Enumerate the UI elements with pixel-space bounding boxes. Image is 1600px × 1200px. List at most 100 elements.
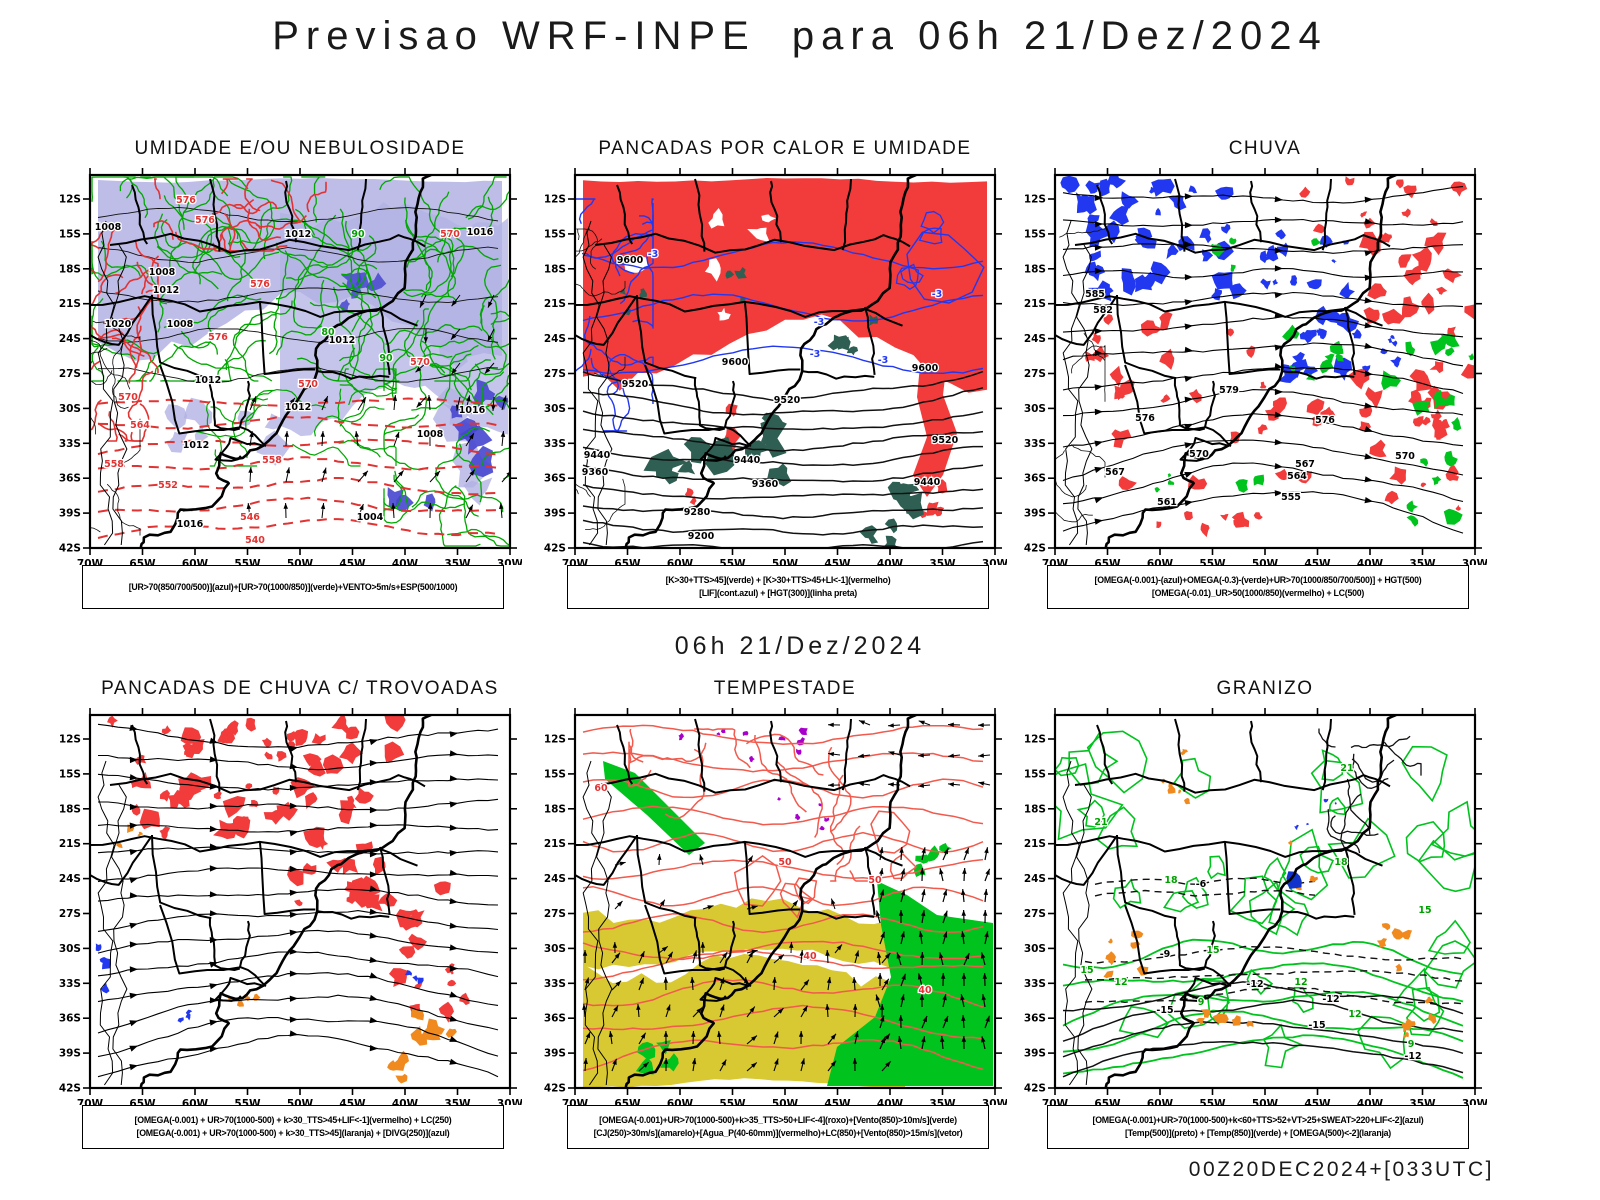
svg-text:40W: 40W	[1357, 558, 1384, 565]
svg-text:-12: -12	[1404, 1051, 1421, 1062]
svg-text:36S: 36S	[59, 1013, 81, 1025]
svg-text:65W: 65W	[614, 1098, 641, 1105]
svg-text:50W: 50W	[1252, 558, 1279, 565]
svg-text:564: 564	[130, 420, 150, 431]
svg-text:50W: 50W	[1252, 1098, 1279, 1105]
svg-text:15S: 15S	[59, 228, 81, 240]
svg-text:18: 18	[1334, 857, 1348, 868]
svg-text:21S: 21S	[544, 298, 566, 310]
panel-title-umidade: UMIDADE E/OU NEBULOSIDADE	[134, 138, 466, 159]
svg-text:1012: 1012	[329, 335, 355, 346]
svg-text:15S: 15S	[59, 768, 81, 780]
svg-text:21S: 21S	[1024, 298, 1046, 310]
svg-text:39S: 39S	[59, 508, 81, 520]
svg-text:-12: -12	[1322, 994, 1339, 1005]
svg-text:12S: 12S	[544, 734, 566, 746]
svg-text:21S: 21S	[59, 298, 81, 310]
svg-text:18S: 18S	[59, 263, 81, 275]
panel-title-pancadas-calor: PANCADAS POR CALOR E UMIDADE	[598, 138, 972, 159]
legend-line: [OMEGA(-0.001) + UR>70(1000-500) + k>30_…	[136, 1128, 450, 1138]
valid-time-label: 06h 21/Dez/2024	[674, 632, 926, 660]
svg-text:576: 576	[250, 279, 270, 290]
svg-text:18S: 18S	[1024, 803, 1046, 815]
svg-text:55W: 55W	[719, 1098, 746, 1105]
svg-text:45W: 45W	[339, 1098, 366, 1105]
svg-text:30W: 30W	[1462, 1098, 1487, 1105]
svg-text:12S: 12S	[1024, 194, 1046, 206]
legend-line: [Temp(500)](preto) + [Temp(850)](verde) …	[1125, 1128, 1391, 1138]
svg-text:1016: 1016	[467, 227, 494, 238]
svg-text:9360: 9360	[752, 479, 779, 490]
svg-text:42S: 42S	[544, 543, 566, 555]
svg-text:45W: 45W	[1304, 558, 1331, 565]
legend-umidade: [UR>70(850/700/500)](azul)+[UR>70(1000/8…	[82, 565, 504, 609]
svg-text:567: 567	[1295, 459, 1315, 470]
svg-text:40W: 40W	[392, 558, 419, 565]
legend-line: [OMEGA(-0.001) + UR>70(1000-500) + k>30_…	[134, 1115, 452, 1125]
map-pancadas-calor: 12S 15S 18S 21S 24S 27S 30S 33S 36S 39S 42S 70W 65W 6…	[544, 168, 1007, 565]
svg-text:30S: 30S	[59, 943, 81, 955]
svg-text:576: 576	[1135, 413, 1155, 424]
svg-text:558: 558	[262, 455, 282, 466]
legend-granizo: [OMEGA(-0.001)+UR>70(1000-500)+k<60+TTS>…	[1047, 1105, 1469, 1149]
svg-text:-9: -9	[1160, 949, 1171, 960]
svg-text:21S: 21S	[544, 838, 566, 850]
legend-chuva: [OMEGA(-0.001)-(azul)+OMEGA(-0.3)-(verde…	[1047, 565, 1469, 609]
svg-text:1012: 1012	[195, 375, 221, 386]
svg-text:36S: 36S	[1024, 1013, 1046, 1025]
svg-text:1016: 1016	[177, 519, 204, 530]
svg-text:12S: 12S	[544, 194, 566, 206]
svg-text:552: 552	[158, 480, 178, 491]
svg-text:55W: 55W	[234, 558, 261, 565]
svg-text:1008: 1008	[417, 429, 444, 440]
svg-text:33S: 33S	[1024, 438, 1046, 450]
svg-text:27S: 27S	[1024, 908, 1046, 920]
svg-text:55W: 55W	[1199, 558, 1226, 565]
svg-text:9600: 9600	[617, 255, 644, 266]
svg-text:50W: 50W	[772, 1098, 799, 1105]
svg-text:1012: 1012	[183, 440, 209, 451]
svg-text:9520: 9520	[932, 435, 959, 446]
legend-trovoadas: [OMEGA(-0.001) + UR>70(1000-500) + k>30_…	[82, 1105, 504, 1149]
svg-text:570: 570	[410, 357, 430, 368]
svg-text:27S: 27S	[59, 368, 81, 380]
svg-text:555: 555	[1281, 492, 1301, 503]
svg-text:1008: 1008	[167, 319, 194, 330]
svg-text:70W: 70W	[562, 558, 589, 565]
svg-text:30S: 30S	[1024, 943, 1046, 955]
svg-text:570: 570	[440, 229, 460, 240]
svg-text:27S: 27S	[1024, 368, 1046, 380]
legend-line: [OMEGA(-0.001)-(azul)+OMEGA(-0.3)-(verde…	[1094, 575, 1422, 585]
svg-text:60W: 60W	[182, 558, 209, 565]
svg-text:15S: 15S	[544, 768, 566, 780]
svg-text:18S: 18S	[59, 803, 81, 815]
svg-text:-12: -12	[1246, 979, 1263, 990]
svg-text:65W: 65W	[1094, 1098, 1121, 1105]
map-trovoadas: 12S 15S 18S 21S 24S 27S 30S 33S 36S 39S 42S 70W 65W 6…	[59, 708, 522, 1105]
svg-text:65W: 65W	[129, 1098, 156, 1105]
svg-text:24S: 24S	[544, 333, 566, 345]
svg-text:30S: 30S	[544, 943, 566, 955]
svg-text:-15: -15	[1156, 1005, 1173, 1016]
svg-text:33S: 33S	[59, 438, 81, 450]
svg-text:15: 15	[1206, 945, 1219, 956]
svg-text:21S: 21S	[59, 838, 81, 850]
svg-text:35W: 35W	[929, 558, 956, 565]
svg-text:70W: 70W	[1042, 558, 1069, 565]
svg-text:65W: 65W	[1094, 558, 1121, 565]
svg-text:9440: 9440	[914, 477, 941, 488]
svg-text:15S: 15S	[1024, 228, 1046, 240]
svg-text:558: 558	[104, 459, 124, 470]
svg-text:30S: 30S	[1024, 403, 1046, 415]
svg-text:21: 21	[1340, 763, 1353, 774]
svg-text:60W: 60W	[667, 558, 694, 565]
svg-text:39S: 39S	[1024, 508, 1046, 520]
svg-text:60W: 60W	[1147, 1098, 1174, 1105]
svg-text:40W: 40W	[1357, 1098, 1384, 1105]
svg-text:60W: 60W	[667, 1098, 694, 1105]
svg-text:33S: 33S	[544, 438, 566, 450]
svg-text:-3: -3	[648, 249, 659, 260]
svg-text:15S: 15S	[1024, 768, 1046, 780]
svg-text:546: 546	[240, 512, 260, 523]
